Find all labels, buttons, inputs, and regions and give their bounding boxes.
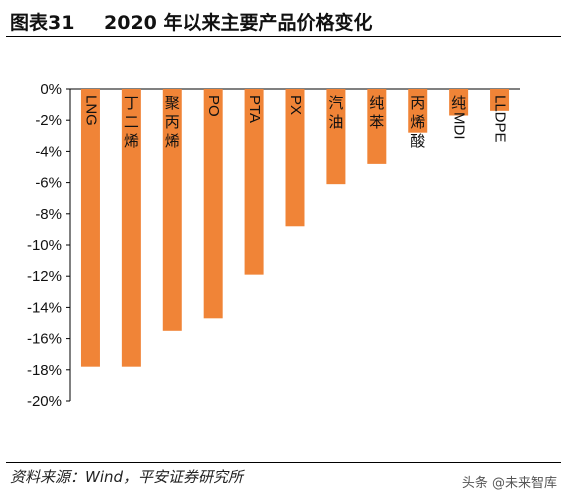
y-tick-label: -12% [27, 268, 62, 285]
bar-0 [80, 89, 100, 367]
category-label: LLDPE [492, 95, 509, 143]
bar-5 [285, 89, 305, 227]
y-tick-label: -16% [27, 331, 62, 348]
y-tick-label: -20% [27, 393, 62, 410]
source-note: 资料来源：Wind，平安证券研究所 [10, 468, 244, 486]
bar-2 [162, 89, 182, 331]
bar-10 [490, 89, 510, 111]
chart-title: 2020 年以来主要产品价格变化 [104, 12, 373, 34]
category-label: 聚丙烯 [165, 94, 180, 150]
y-tick-label: -18% [27, 362, 62, 379]
watermark: 头条 @未来智库 [461, 476, 557, 491]
y-axis: 0% -2% -4% -6% -8% -10% -12% -14% -16% -18% -20% [27, 81, 520, 410]
y-tick-label: -6% [35, 175, 62, 192]
bar-8 [408, 89, 428, 133]
bar-7 [367, 89, 387, 164]
bar-1 [121, 89, 141, 367]
category-label: PX [287, 95, 304, 115]
y-tick-label: -2% [35, 112, 62, 129]
category-label: 汽油 [328, 94, 343, 131]
category-label: 丁二烯 [124, 94, 139, 150]
y-tick-label: -14% [27, 299, 62, 316]
category-label: PO [205, 95, 222, 117]
bar-6 [326, 89, 346, 185]
y-tick-label: -10% [27, 237, 62, 254]
title-bar: 图表31 2020 年以来主要产品价格变化 [6, 6, 561, 37]
category-label: 丙烯酸 [410, 94, 425, 150]
bar-3 [203, 89, 223, 319]
bar-4 [244, 89, 264, 275]
category-label: 纯 [451, 94, 466, 112]
bars-group [80, 89, 510, 367]
category-label: PTA [246, 95, 263, 123]
y-tick-label: -4% [35, 143, 62, 160]
footer-divider [6, 462, 561, 463]
y-tick-label: 0% [40, 81, 62, 98]
category-label-latin: MDI [451, 112, 468, 140]
figure-number: 图表31 [10, 12, 75, 34]
bar-9 [449, 89, 469, 116]
y-tick-label: -8% [35, 206, 62, 223]
category-label: LNG [82, 95, 99, 126]
category-label: 纯苯 [369, 94, 384, 131]
